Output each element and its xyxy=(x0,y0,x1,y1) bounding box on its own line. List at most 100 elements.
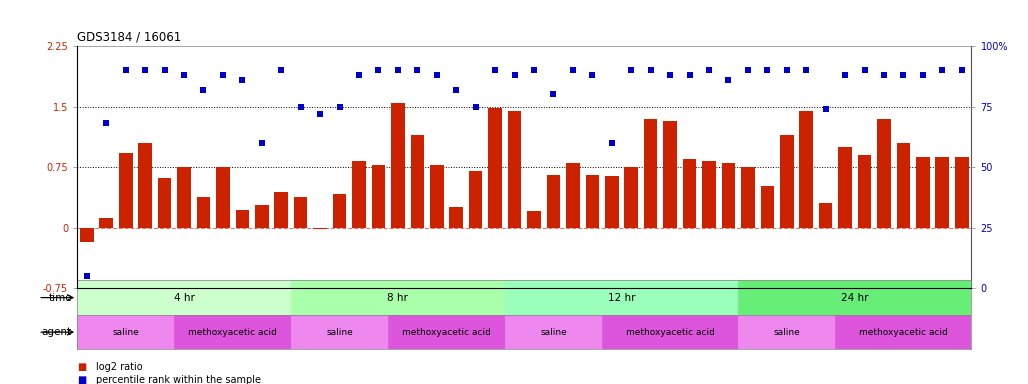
Bar xyxy=(196,197,211,227)
Bar xyxy=(604,176,619,227)
Text: saline: saline xyxy=(112,328,139,337)
Bar xyxy=(430,165,444,227)
Point xyxy=(915,72,931,78)
Bar xyxy=(333,194,346,227)
Bar xyxy=(294,197,307,227)
Bar xyxy=(838,147,852,227)
Text: 8 hr: 8 hr xyxy=(388,293,408,303)
Bar xyxy=(683,159,696,227)
Point xyxy=(701,67,718,73)
Bar xyxy=(508,111,521,227)
Text: ■: ■ xyxy=(77,375,86,384)
Bar xyxy=(663,121,676,227)
Text: 12 hr: 12 hr xyxy=(608,293,635,303)
Text: methoxyacetic acid: methoxyacetic acid xyxy=(188,328,278,337)
Text: time: time xyxy=(48,293,72,303)
Point xyxy=(564,67,581,73)
Text: saline: saline xyxy=(773,328,800,337)
Bar xyxy=(77,315,175,349)
Point xyxy=(525,67,542,73)
Point xyxy=(78,273,95,279)
Bar xyxy=(505,280,738,315)
Point xyxy=(954,67,970,73)
Text: log2 ratio: log2 ratio xyxy=(96,361,142,372)
Point xyxy=(545,91,561,98)
Text: saline: saline xyxy=(540,328,566,337)
Point xyxy=(584,72,600,78)
Bar xyxy=(449,207,463,227)
Point xyxy=(311,111,328,117)
Point xyxy=(409,67,426,73)
Point xyxy=(195,86,212,93)
Point xyxy=(292,104,308,110)
Point xyxy=(215,72,231,78)
Point xyxy=(642,67,659,73)
Bar xyxy=(780,135,794,227)
Bar xyxy=(602,315,738,349)
Point xyxy=(895,72,912,78)
Bar xyxy=(547,175,560,227)
Bar xyxy=(488,108,502,227)
Point xyxy=(876,72,892,78)
Bar xyxy=(800,111,813,227)
Bar xyxy=(469,171,482,227)
Bar xyxy=(235,210,249,227)
Point xyxy=(234,77,251,83)
Text: 24 hr: 24 hr xyxy=(841,293,869,303)
Bar xyxy=(274,192,288,227)
Bar xyxy=(702,161,715,227)
Bar xyxy=(410,135,425,227)
Bar xyxy=(896,143,910,227)
Point xyxy=(390,67,406,73)
Point xyxy=(254,140,270,146)
Text: methoxyacetic acid: methoxyacetic acid xyxy=(859,328,948,337)
Point xyxy=(98,121,114,127)
Bar xyxy=(877,119,891,227)
Point xyxy=(837,72,853,78)
Bar xyxy=(255,205,268,227)
Bar xyxy=(738,315,836,349)
Point xyxy=(176,72,192,78)
Text: agent: agent xyxy=(42,327,72,337)
Point xyxy=(273,67,290,73)
Bar xyxy=(819,204,833,227)
Bar xyxy=(935,157,949,227)
Bar xyxy=(119,153,133,227)
Point xyxy=(623,67,639,73)
Point xyxy=(662,72,678,78)
Point xyxy=(759,67,775,73)
Bar xyxy=(505,315,602,349)
Bar xyxy=(389,315,505,349)
Bar xyxy=(586,175,599,227)
Bar xyxy=(916,157,929,227)
Point xyxy=(487,67,504,73)
Point xyxy=(856,67,873,73)
Text: GDS3184 / 16061: GDS3184 / 16061 xyxy=(77,30,181,43)
Bar xyxy=(291,315,389,349)
Bar xyxy=(836,315,971,349)
Bar xyxy=(291,280,505,315)
Point xyxy=(507,72,523,78)
Point xyxy=(370,67,387,73)
Point xyxy=(934,67,951,73)
Point xyxy=(331,104,347,110)
Bar xyxy=(722,163,735,227)
Text: 4 hr: 4 hr xyxy=(174,293,194,303)
Bar xyxy=(77,280,291,315)
Bar xyxy=(391,103,405,227)
Bar xyxy=(372,165,386,227)
Bar xyxy=(100,218,113,227)
Point xyxy=(429,72,445,78)
Point xyxy=(468,104,484,110)
Bar xyxy=(175,315,291,349)
Text: percentile rank within the sample: percentile rank within the sample xyxy=(96,375,261,384)
Bar xyxy=(80,227,94,242)
Point xyxy=(603,140,620,146)
Bar xyxy=(741,167,755,227)
Point xyxy=(137,67,153,73)
Bar xyxy=(644,119,658,227)
Point xyxy=(156,67,173,73)
Point xyxy=(798,67,814,73)
Bar xyxy=(157,177,172,227)
Bar xyxy=(624,167,638,227)
